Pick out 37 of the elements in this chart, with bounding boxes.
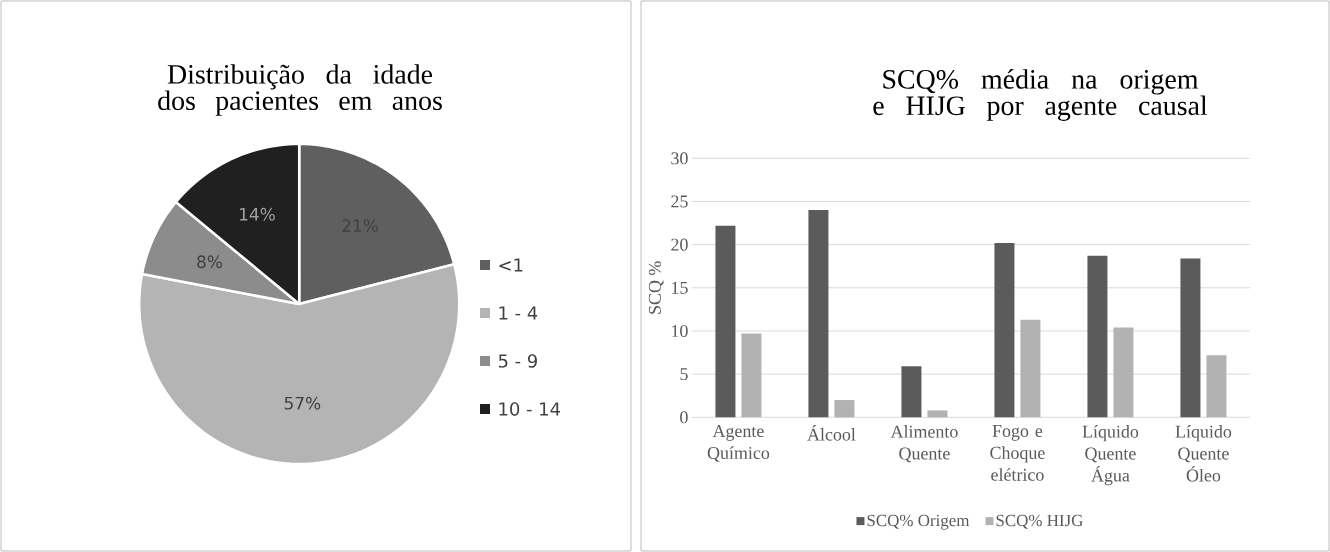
bar	[834, 400, 855, 418]
legend-label: 5 - 9	[498, 354, 537, 368]
bar	[1020, 319, 1041, 418]
bar	[927, 410, 948, 418]
data-label: 14%	[240, 207, 275, 221]
bar	[1087, 255, 1108, 418]
bar	[1206, 355, 1227, 418]
chart-title: SCQ% média na origem e HIJG por agente causal	[873, 69, 1208, 121]
y-axis-title: SCQ %	[648, 261, 664, 314]
x-tick-label: Fogo e Choque elétrico	[990, 425, 1045, 481]
bar	[715, 225, 736, 418]
y-tick-label: 10	[672, 324, 688, 338]
x-tick-label: Agente Químico	[707, 425, 770, 462]
legend-label: 10 - 14	[499, 402, 561, 416]
x-tick-label: Líquido Quente Água	[1082, 425, 1139, 486]
data-label: 57%	[284, 396, 321, 410]
bar	[1180, 258, 1201, 418]
legend-label: SCQ% HIJG	[996, 514, 1083, 529]
legend-label: SCQ% Origem	[867, 514, 970, 530]
y-tick-label: 0	[680, 411, 688, 424]
y-tick-label: 15	[672, 281, 688, 294]
bar	[1113, 327, 1134, 418]
y-tick-label: 5	[680, 368, 688, 381]
bar	[808, 210, 829, 418]
bar	[994, 242, 1015, 418]
legend-label: <1	[499, 258, 523, 272]
y-tick-label: 25	[671, 195, 688, 208]
x-tick-label: Álcool	[807, 425, 856, 441]
chart-title: Distribuição da idade dos pacientes em anos	[158, 64, 442, 116]
bar	[901, 366, 922, 418]
data-label: 8%	[197, 255, 222, 269]
x-tick-label: Líquido Quente Óleo	[1175, 425, 1232, 482]
y-tick-label: 30	[671, 152, 688, 165]
x-tick-label: Alimento Quente	[890, 425, 958, 463]
bar	[741, 333, 762, 418]
legend-label: 1 - 4	[499, 306, 538, 320]
y-tick-label: 20	[671, 238, 688, 251]
